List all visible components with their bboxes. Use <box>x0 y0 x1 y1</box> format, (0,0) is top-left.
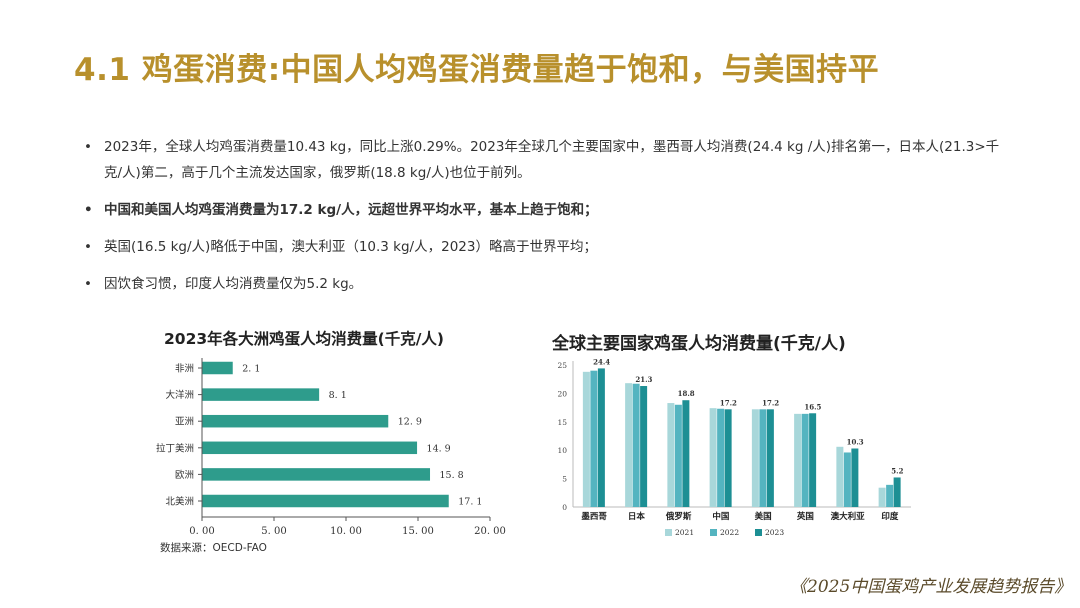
y-tick-label: 非洲 <box>175 363 194 375</box>
data-label: 2. 1 <box>242 364 260 375</box>
x-tick-label: 中国 <box>712 511 729 522</box>
bullet-marker: • <box>84 202 93 218</box>
y-tick-label: 亚洲 <box>175 417 194 428</box>
bar-2023 <box>809 413 817 507</box>
bar-2022 <box>801 413 809 507</box>
bullet-item: • 因饮食习惯，印度人均消费量仅为5.2 kg。 <box>84 271 1014 297</box>
x-tick-label: 15. 00 <box>402 526 434 537</box>
data-label: 17.2 <box>762 398 779 407</box>
y-tick-label: 0 <box>562 503 567 512</box>
data-label: 16.5 <box>804 402 821 411</box>
bar <box>202 468 431 481</box>
legend-label: 2023 <box>765 528 784 537</box>
bar <box>202 441 418 455</box>
bar-2023 <box>640 386 648 507</box>
bar-2021 <box>709 408 717 507</box>
x-tick-label: 俄罗斯 <box>665 511 692 522</box>
data-label: 10.3 <box>847 437 864 446</box>
bar-2023 <box>893 477 901 507</box>
data-label: 17. 1 <box>458 497 482 508</box>
data-label: 8. 1 <box>329 390 347 401</box>
bullet-list: • 2023年，全球人均鸡蛋消费量10.43 kg，同比上涨0.29%。2023年… <box>84 134 1014 308</box>
continent-bar-chart: 非洲 2. 1 大洋洲 8. 1 亚洲 12. 9 拉丁美洲 14. 9 欧洲 15. 8 北美洲 1… <box>156 358 506 537</box>
page-title: 4.1 鸡蛋消费:中国人均鸡蛋消费量趋于饱和，与美国持平 <box>74 52 880 88</box>
data-source: 数据来源：OECD-FAO <box>160 542 267 554</box>
data-label: 18.8 <box>678 389 695 398</box>
x-tick-label: 10. 00 <box>330 526 362 537</box>
bar-2021 <box>794 413 802 507</box>
bar-2023 <box>851 448 859 507</box>
bullet-item: • 中国和美国人均鸡蛋消费量为17.2 kg/人，远超世界平均水平，基本上趋于饱和… <box>84 197 1014 223</box>
bullet-item: • 英国(16.5 kg/人)略低于中国，澳大利亚（10.3 kg/人，2023）… <box>84 234 1014 260</box>
continent-chart-title: 2023年各大洲鸡蛋人均消费量(千克/人) <box>164 330 444 348</box>
y-tick-label: 25 <box>557 361 567 370</box>
bar-2021 <box>667 403 675 507</box>
bar <box>202 494 449 508</box>
bullet-text: 中国和美国人均鸡蛋消费量为17.2 kg/人，远超世界平均水平，基本上趋于饱和； <box>104 202 598 218</box>
bullet-marker: • <box>84 276 92 292</box>
bullet-text: 因饮食习惯，印度人均消费量仅为5.2 kg。 <box>104 276 363 292</box>
report-footer: 《2025中国蛋鸡产业发展趋势报告》 <box>790 577 1072 597</box>
y-tick-label: 北美洲 <box>165 496 194 508</box>
bar-2022 <box>717 408 725 507</box>
y-tick-label: 20 <box>557 389 567 398</box>
country-chart-title: 全球主要国家鸡蛋人均消费量(千克/人) <box>552 334 846 354</box>
y-tick-label: 5 <box>562 475 567 484</box>
bullet-text: 2023年，全球人均鸡蛋消费量10.43 kg，同比上涨0.29%。2023年全… <box>104 139 1000 181</box>
bar <box>202 361 233 375</box>
bar-2022 <box>886 484 894 507</box>
legend-swatch <box>755 529 762 536</box>
data-label: 21.3 <box>635 375 652 384</box>
x-tick-label: 美国 <box>755 511 772 522</box>
y-tick-label: 拉丁美洲 <box>156 442 194 454</box>
x-tick-label: 印度 <box>881 511 899 522</box>
bar-2022 <box>674 404 682 507</box>
x-tick-label: 日本 <box>628 511 646 522</box>
data-label: 17.2 <box>720 398 737 407</box>
legend-label: 2022 <box>720 528 739 537</box>
bar-2023 <box>597 368 605 507</box>
bullet-item: • 2023年，全球人均鸡蛋消费量10.43 kg，同比上涨0.29%。2023年… <box>84 134 1014 186</box>
bar-2023 <box>766 409 774 507</box>
legend-swatch <box>710 529 717 536</box>
x-tick-label: 墨西哥 <box>581 511 607 522</box>
x-tick-label: 5. 00 <box>261 526 286 537</box>
bar-2021 <box>751 409 759 507</box>
legend-label: 2021 <box>675 528 694 537</box>
bar <box>202 388 320 401</box>
bar-2022 <box>632 383 640 507</box>
bar-2023 <box>724 409 732 507</box>
bullet-marker: • <box>84 239 92 255</box>
bullet-text: 英国(16.5 kg/人)略低于中国，澳大利亚（10.3 kg/人，2023）略… <box>104 239 597 255</box>
y-tick-label: 10 <box>557 446 567 455</box>
bullet-marker: • <box>84 139 92 155</box>
bar-2023 <box>682 400 690 507</box>
bar-2021 <box>836 446 844 507</box>
y-tick-label: 大洋洲 <box>165 389 194 401</box>
bar-2022 <box>843 452 851 507</box>
x-tick-label: 澳大利亚 <box>831 511 866 522</box>
x-tick-label: 英国 <box>796 511 814 522</box>
data-label: 5.2 <box>891 466 903 475</box>
bar-2022 <box>759 409 767 507</box>
data-label: 14. 9 <box>427 443 451 454</box>
y-tick-label: 15 <box>557 418 567 427</box>
data-label: 24.4 <box>593 357 610 366</box>
bar-2021 <box>582 371 590 507</box>
y-tick-label: 欧洲 <box>175 469 194 481</box>
legend-swatch <box>665 529 672 536</box>
country-bar-chart: 0 5 10 15 20 25 24.4 墨西哥 21.3 日本 18.8 俄罗斯 17.2 中国 17.2… <box>557 357 911 537</box>
x-tick-label: 20. 00 <box>474 526 506 537</box>
bar <box>202 414 389 428</box>
bar-2021 <box>625 383 633 507</box>
bar-2021 <box>878 487 886 507</box>
x-tick-label: 0. 00 <box>189 526 214 537</box>
bar-2022 <box>590 370 598 507</box>
data-label: 12. 9 <box>398 417 422 428</box>
data-label: 15. 8 <box>440 470 464 481</box>
